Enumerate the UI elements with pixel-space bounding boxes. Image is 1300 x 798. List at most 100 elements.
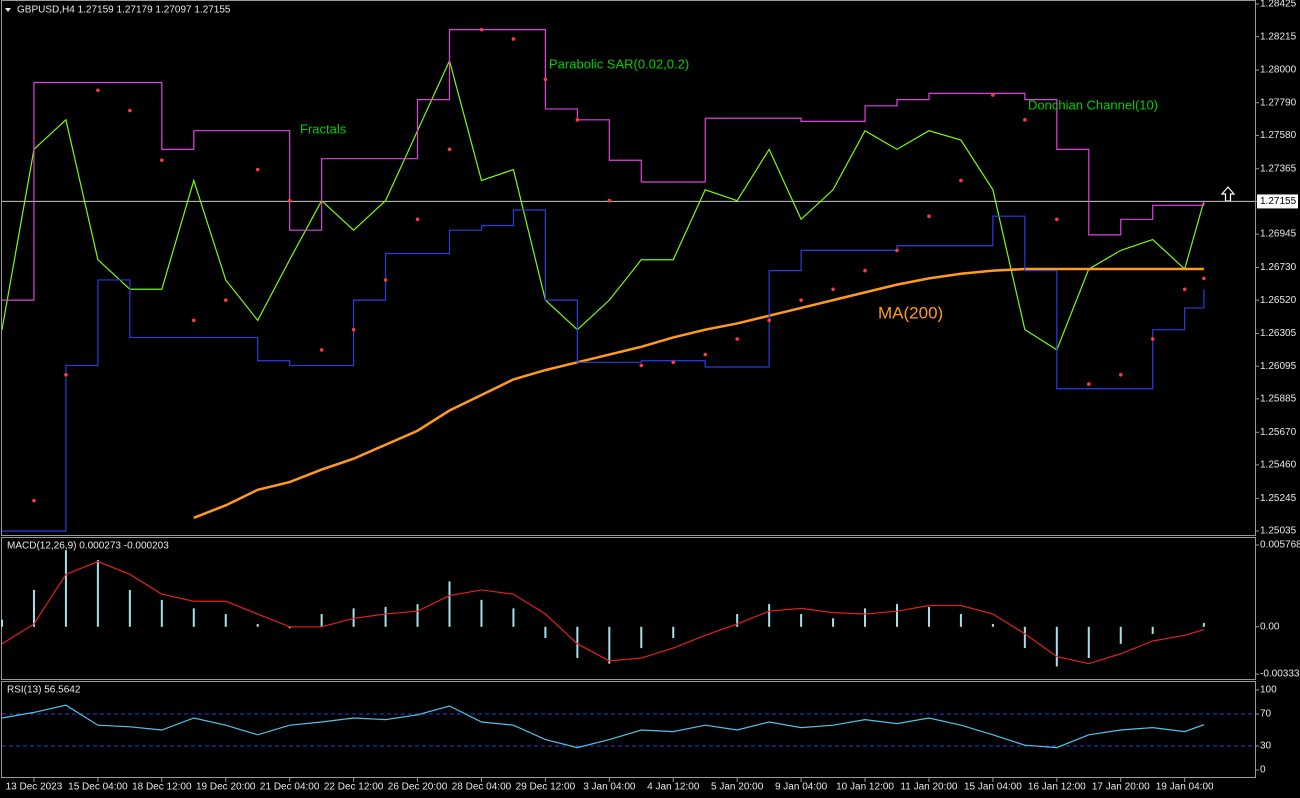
- x-tick-label: 22 Dec 12:00: [324, 782, 384, 793]
- y-tick-label: 1.28000: [1260, 65, 1297, 76]
- x-tick-label: 19 Jan 04:00: [1156, 782, 1214, 793]
- sar-dot: [383, 278, 388, 282]
- symbol-menu-icon[interactable]: [5, 8, 11, 12]
- y-tick-label: 1.25460: [1260, 460, 1297, 471]
- y-tick-label: 1.26305: [1260, 328, 1297, 339]
- x-tick-label: 10 Jan 12:00: [836, 782, 894, 793]
- sar-dot: [1150, 337, 1155, 341]
- channel-line: [2, 209, 1205, 532]
- sar-dot: [831, 287, 835, 292]
- y-tick-label: 1.28425: [1260, 0, 1297, 10]
- sar-dot: [1182, 287, 1187, 292]
- sar-dot: [1055, 217, 1059, 222]
- sar-dot: [160, 158, 164, 163]
- y-tick-label: 0: [1260, 765, 1266, 776]
- series-label: Donchian Channel(10): [1028, 97, 1158, 112]
- y-tick-label: 1.27365: [1260, 163, 1297, 174]
- sar-dot: [511, 37, 516, 41]
- y-tick-label: 0.005768: [1260, 540, 1300, 551]
- y-tick-label: 1.25885: [1260, 394, 1297, 405]
- sar-dot: [671, 360, 676, 365]
- y-tick-label: 1.27155: [1260, 196, 1297, 207]
- sar-dot: [415, 217, 420, 222]
- x-tick-label: 15 Jan 04:00: [964, 782, 1022, 793]
- x-tick-label: 17 Jan 20:00: [1092, 782, 1150, 793]
- x-tick-label: 28 Dec 04:00: [452, 782, 512, 793]
- x-tick-label: 13 Dec 2023: [6, 782, 63, 793]
- annotation: Fractals: [300, 121, 347, 136]
- sar-dot: [287, 198, 292, 203]
- shift-arrow-icon[interactable]: [1220, 186, 1236, 202]
- y-tick-label: 1.26945: [1260, 229, 1297, 240]
- x-tick-label: 4 Jan 12:00: [647, 782, 700, 793]
- sar-dot: [447, 147, 452, 152]
- y-tick-label: 1.27580: [1260, 130, 1297, 141]
- y-tick-label: 1.26730: [1260, 262, 1297, 273]
- sar-dot: [735, 337, 739, 341]
- y-tick-label: 1.25670: [1260, 427, 1297, 438]
- x-tick-label: 3 Jan 04:00: [583, 782, 636, 793]
- y-tick-label: 30: [1260, 741, 1272, 752]
- sar-dot: [959, 178, 963, 183]
- sar-dot: [255, 167, 260, 172]
- sar-dot: [1118, 372, 1123, 377]
- x-tick-label: 5 Jan 20:00: [711, 782, 764, 793]
- sar-dot: [703, 352, 708, 357]
- rsi-title: RSI(13) 56.5642: [7, 685, 81, 696]
- sar-dot: [767, 318, 771, 323]
- sar-dot: [191, 318, 196, 323]
- sar-dot: [1023, 118, 1027, 122]
- series-line: [193, 267, 1204, 519]
- x-tick-label: 26 Dec 20:00: [388, 782, 448, 793]
- sar-dot: [927, 214, 931, 218]
- series-line: [1, 58, 1205, 351]
- chart-title: GBPUSD,H4 1.27159 1.27179 1.27097 1.2715…: [17, 5, 231, 16]
- sar-dot: [223, 298, 228, 302]
- sar-dot: [543, 77, 548, 82]
- sar-dot: [863, 268, 867, 273]
- series-line: [1, 560, 1205, 665]
- x-tick-label: 9 Jan 04:00: [775, 782, 828, 793]
- sar-dot: [96, 88, 100, 93]
- y-tick-label: -0.003334: [1260, 669, 1300, 680]
- x-tick-label: 29 Dec 12:00: [516, 782, 576, 793]
- x-tick-label: 11 Jan 20:00: [900, 782, 958, 793]
- sar-dot: [607, 198, 612, 203]
- sar-dot: [639, 363, 644, 368]
- y-tick-label: 1.26095: [1260, 361, 1297, 372]
- sar-dot: [1202, 276, 1206, 281]
- series-label: MA(200): [878, 303, 943, 322]
- sar-dot: [799, 298, 803, 302]
- x-tick-label: 18 Dec 12:00: [132, 782, 192, 793]
- channel-line: [2, 29, 1205, 301]
- series-line: [1, 704, 1205, 749]
- x-tick-label: 15 Dec 04:00: [68, 782, 128, 793]
- x-tick-label: 16 Jan 12:00: [1028, 782, 1086, 793]
- sar-dot: [1086, 382, 1091, 386]
- y-tick-label: 100: [1260, 685, 1277, 696]
- y-tick-label: 1.27790: [1260, 97, 1297, 108]
- y-tick-label: 1.26520: [1260, 295, 1297, 306]
- y-tick-label: 70: [1260, 709, 1272, 720]
- y-tick-label: 1.25245: [1260, 493, 1297, 504]
- series-label: Parabolic SAR(0.02,0.2): [549, 56, 689, 71]
- rsi-panel-frame: [1, 681, 1256, 778]
- sar-dot: [319, 348, 324, 352]
- sar-dot: [32, 498, 36, 503]
- sar-dot: [351, 327, 356, 332]
- sar-dot: [895, 248, 899, 253]
- sar-dot: [479, 27, 484, 32]
- y-tick-label: 0.00: [1260, 621, 1280, 632]
- sar-dot: [64, 372, 68, 377]
- x-tick-label: 21 Dec 04:00: [260, 782, 320, 793]
- macd-title: MACD(12,26,9) 0.000273 -0.000203: [7, 541, 169, 552]
- sar-dot: [991, 93, 995, 97]
- sar-dot: [575, 118, 580, 122]
- y-tick-label: 1.25035: [1260, 526, 1297, 537]
- sar-dot: [128, 108, 132, 113]
- y-tick-label: 1.28215: [1260, 31, 1297, 42]
- current-price-box: [1257, 194, 1298, 209]
